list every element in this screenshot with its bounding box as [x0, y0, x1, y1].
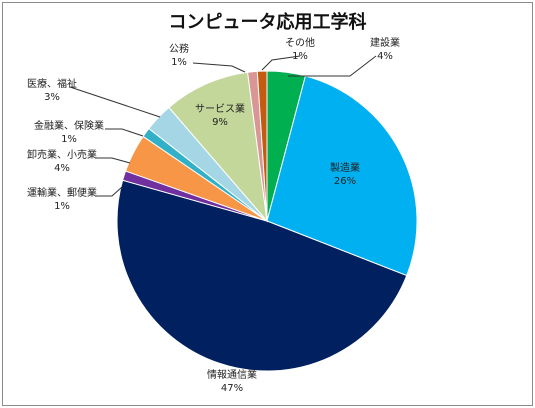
leader-line: [261, 55, 301, 71]
pie-slice: [266, 75, 418, 277]
slice-value-label: 26%: [334, 176, 356, 187]
slice-category-label: サービス業: [195, 102, 245, 115]
leader-line: [95, 186, 123, 197]
slice-label: 運輸業、郵便業 1%: [27, 186, 97, 212]
slice-value-label: 1%: [171, 57, 187, 68]
slice-category-label: 金融業、保険業: [34, 119, 104, 132]
slice-value-label: 4%: [54, 163, 70, 174]
slice-label: その他 1%: [285, 36, 315, 62]
leader-line: [69, 86, 161, 118]
pie-slice: [116, 179, 408, 372]
slice-value-label: 3%: [44, 92, 60, 103]
slice-label: 医療、福祉 3%: [27, 77, 77, 103]
leader-line: [192, 62, 246, 73]
chart-title: コンピュータ応用工学科: [168, 12, 367, 33]
slice-label: 金融業、保険業 1%: [34, 119, 104, 145]
slice-category-label: 建設業: [370, 36, 400, 49]
slice-value-label: 1%: [61, 134, 77, 145]
leader-line: [95, 157, 131, 164]
pie-slice: [168, 71, 268, 223]
slice-category-label: 情報通信業: [207, 368, 257, 381]
slice-category-label: その他: [285, 36, 315, 49]
slice-value-label: 1%: [292, 51, 308, 62]
slice-label: 卸売業、小売業 4%: [27, 148, 97, 174]
slice-label: サービス業 9%: [195, 102, 245, 128]
slice-value-label: 1%: [54, 201, 70, 212]
slice-category-label: 製造業: [330, 161, 360, 174]
slice-category-label: 卸売業、小売業: [27, 148, 97, 161]
slice-category-label: 公務: [169, 42, 189, 55]
slice-value-label: 47%: [221, 383, 243, 394]
slice-label: 情報通信業 47%: [207, 368, 257, 394]
pie-slice: [256, 70, 268, 222]
leader-line: [288, 55, 377, 77]
slice-category-label: 医療、福祉: [27, 77, 77, 90]
slice-value-label: 4%: [377, 51, 393, 62]
slice-category-label: 運輸業、郵便業: [27, 186, 97, 199]
slice-label: 製造業 26%: [330, 161, 360, 187]
slice-label: 公務 1%: [169, 42, 189, 68]
leader-line: [105, 128, 144, 137]
slice-value-label: 9%: [212, 117, 228, 128]
slice-label: 建設業 4%: [370, 36, 400, 62]
